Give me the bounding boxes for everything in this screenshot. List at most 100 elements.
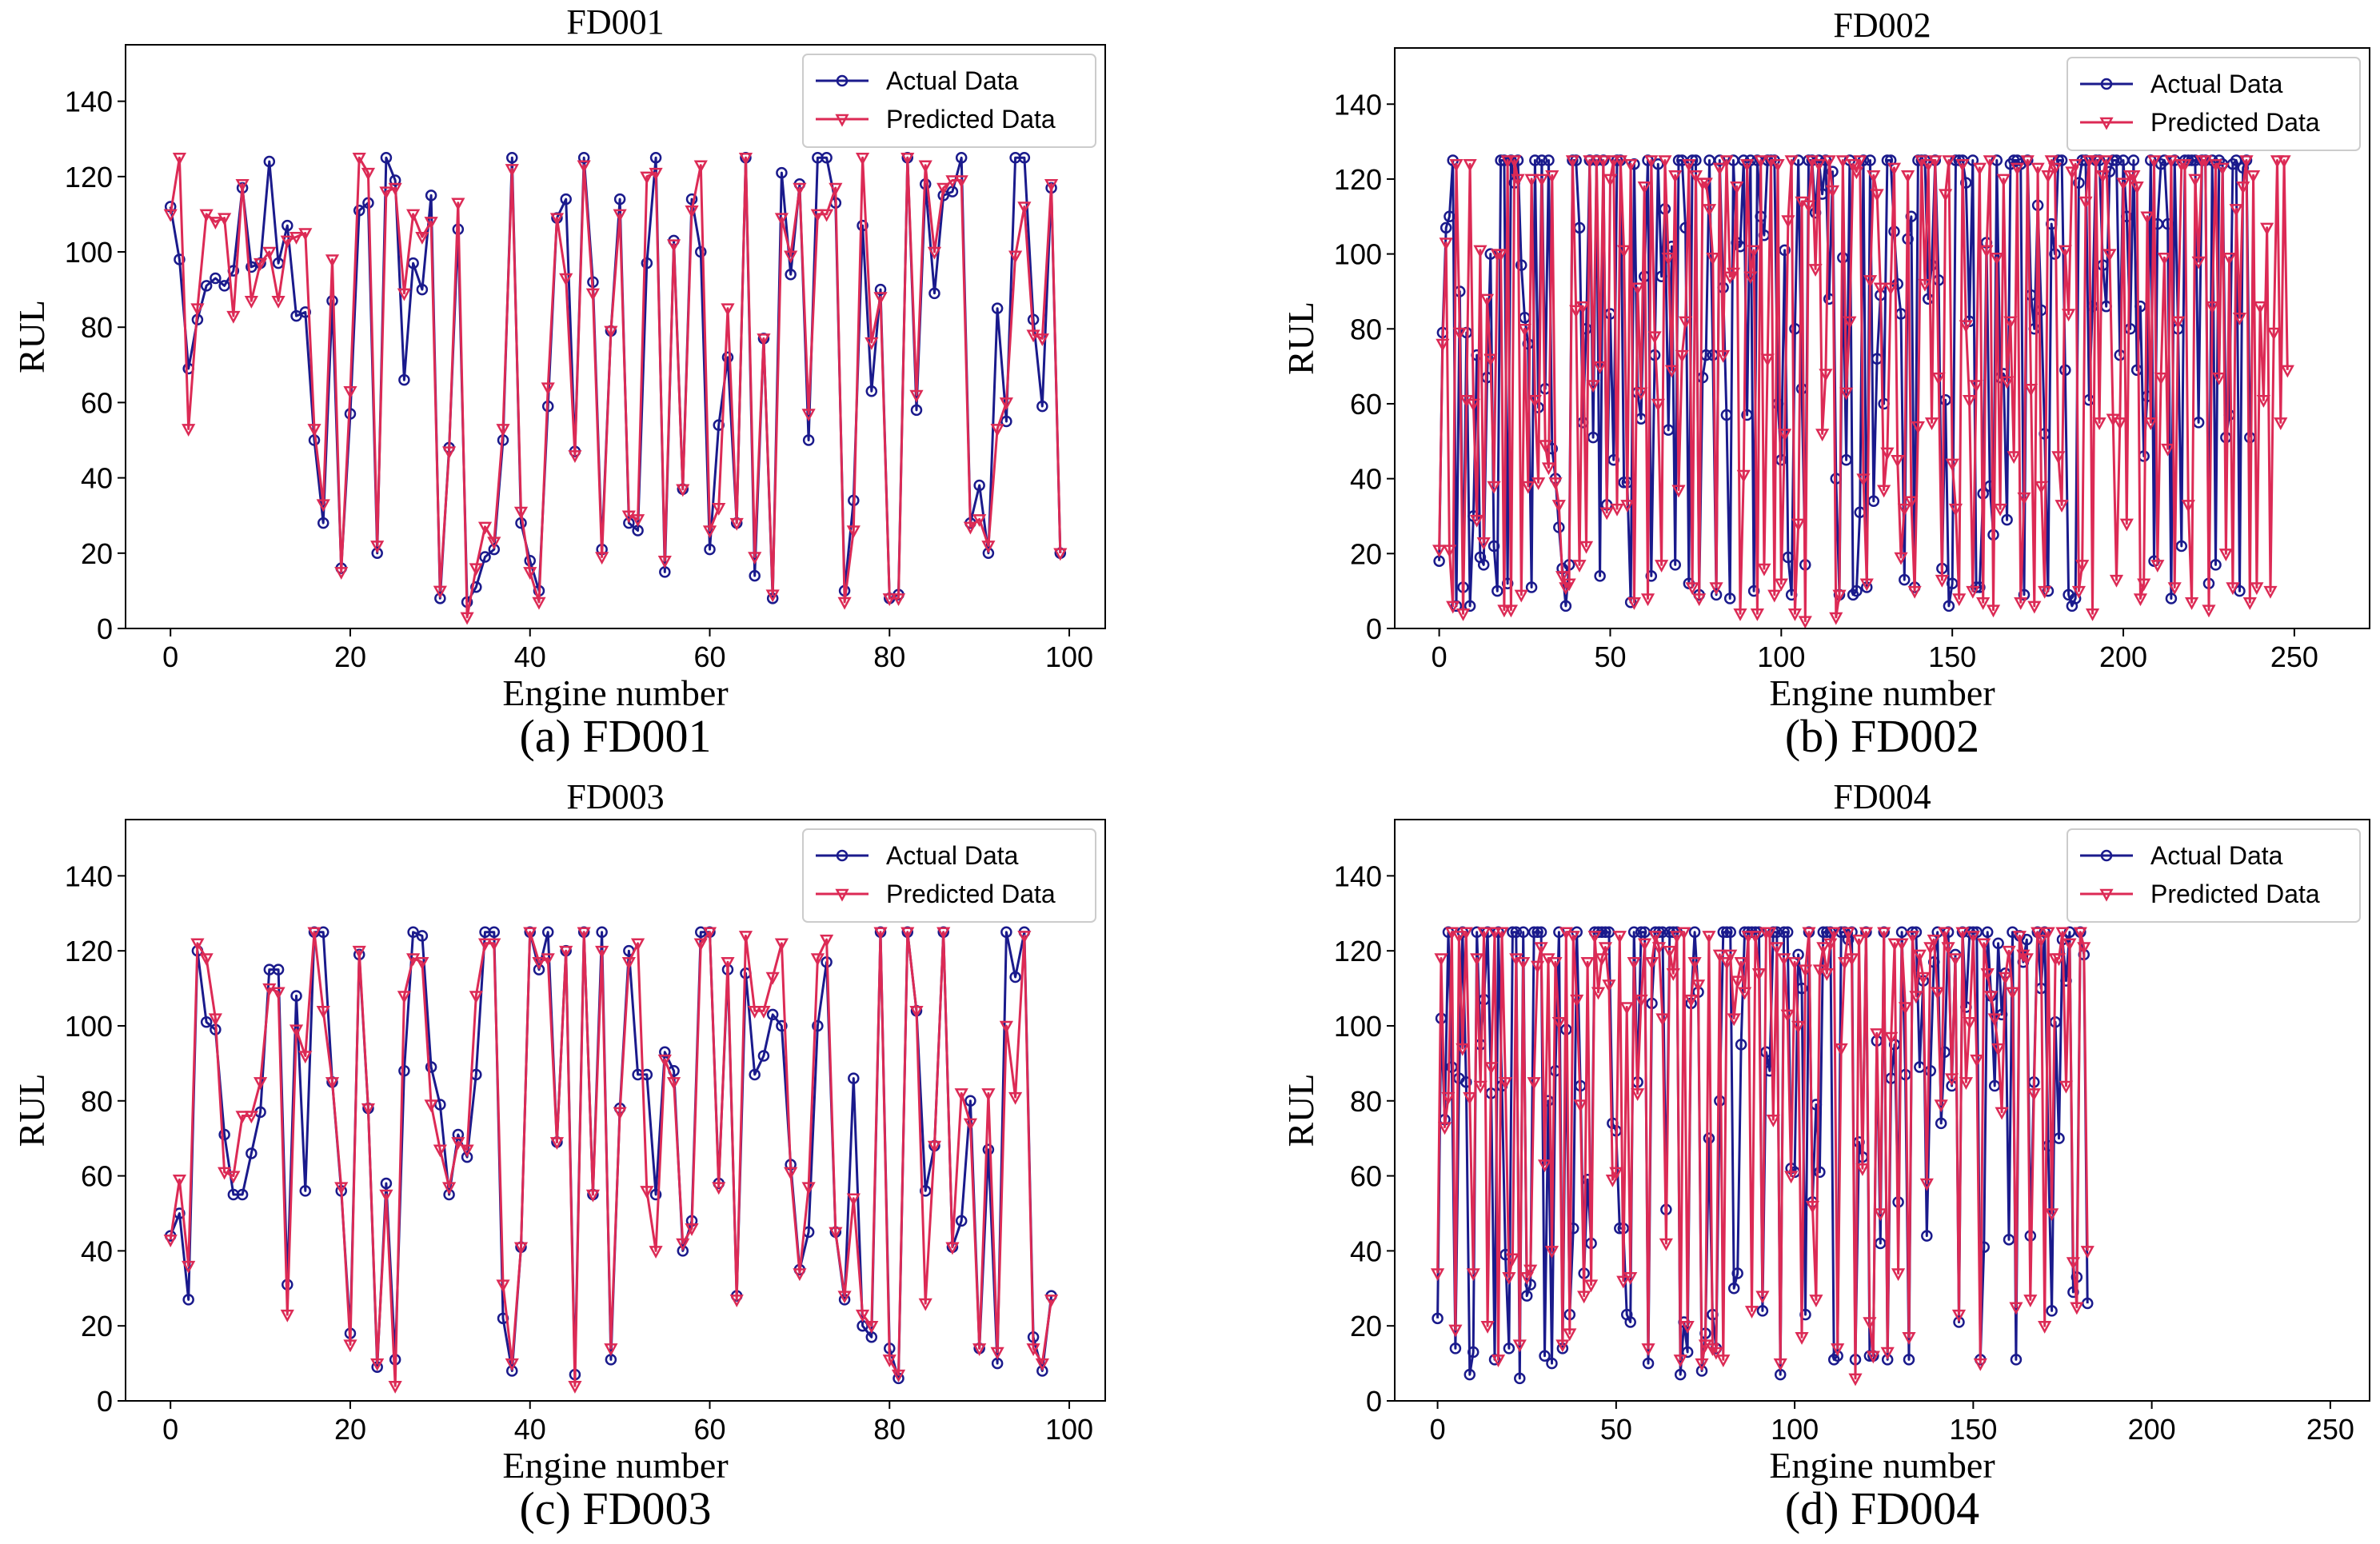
point-predicted-data — [2099, 155, 2114, 169]
point-predicted-data — [2059, 1080, 2074, 1094]
point-predicted-data — [1829, 612, 1843, 625]
point-actual-data — [596, 926, 608, 938]
point-predicted-data — [1484, 1062, 1499, 1075]
point-actual-data — [380, 152, 393, 164]
point-predicted-data — [2038, 1320, 2052, 1334]
point-actual-data — [910, 404, 923, 417]
point-predicted-data — [1605, 1175, 1619, 1187]
point-predicted-data — [2246, 170, 2261, 183]
point-predicted-data — [2154, 372, 2168, 385]
point-predicted-data — [190, 303, 205, 317]
point-predicted-data — [289, 231, 304, 245]
point-predicted-data — [1452, 931, 1466, 944]
point-predicted-data — [226, 310, 241, 324]
point-actual-data — [1627, 926, 1640, 938]
point-predicted-data — [1873, 282, 1887, 296]
axes-frame — [125, 44, 1106, 629]
x-tick-label: 100 — [1757, 640, 1805, 673]
point-actual-data — [1881, 1354, 1894, 1366]
point-actual-data — [1036, 1365, 1048, 1377]
point-predicted-data — [2266, 327, 2281, 341]
point-predicted-data — [2027, 1088, 2041, 1102]
point-predicted-data — [1627, 956, 1641, 970]
point-predicted-data — [1867, 170, 1881, 183]
y-axis-label: RUL — [11, 300, 52, 373]
point-actual-data — [541, 926, 554, 938]
point-predicted-data — [1527, 395, 1542, 408]
point-predicted-data — [235, 1111, 250, 1124]
point-actual-data — [1935, 1117, 1947, 1130]
point-predicted-data — [1634, 387, 1648, 401]
point-predicted-data — [2016, 949, 2031, 963]
point-predicted-data — [990, 424, 1004, 437]
point-predicted-data — [325, 254, 340, 268]
point-predicted-data — [882, 593, 896, 606]
x-tick-label: 100 — [1045, 1413, 1093, 1446]
point-actual-data — [1851, 584, 1863, 597]
point-predicted-data — [1941, 942, 1955, 956]
point-predicted-data — [1719, 155, 1734, 169]
point-actual-data — [1529, 154, 1541, 166]
point-predicted-data — [1986, 604, 2001, 618]
point-predicted-data — [820, 209, 834, 222]
point-predicted-data — [1589, 155, 1603, 169]
legend-marker-actual-data — [2100, 849, 2113, 862]
point-actual-data — [389, 174, 401, 186]
point-predicted-data — [2009, 1302, 2023, 1315]
point-predicted-data — [729, 1295, 744, 1307]
point-predicted-data — [2041, 927, 2055, 940]
point-predicted-data — [1008, 1091, 1023, 1105]
plot-title: FD001 — [566, 2, 664, 42]
point-predicted-data — [1784, 155, 1799, 169]
point-predicted-data — [685, 205, 699, 218]
point-predicted-data — [2270, 155, 2285, 169]
point-predicted-data — [1470, 514, 1484, 528]
y-tick-label: 60 — [81, 386, 113, 419]
point-actual-data — [1507, 926, 1519, 938]
point-predicted-data — [945, 175, 960, 189]
point-predicted-data — [1798, 964, 1813, 978]
point-predicted-data — [1616, 245, 1631, 258]
subplot-caption: (b) FD002 — [1785, 710, 1979, 762]
axes-frame — [1394, 47, 2370, 629]
point-predicted-data — [1730, 182, 1744, 194]
point-actual-data — [425, 190, 437, 201]
point-predicted-data — [936, 182, 951, 196]
point-predicted-data — [2044, 155, 2059, 169]
point-predicted-data — [1970, 1054, 1984, 1067]
point-predicted-data — [325, 1077, 340, 1090]
point-predicted-data — [1952, 593, 1967, 607]
point-predicted-data — [2003, 316, 2018, 329]
point-predicted-data — [846, 1193, 861, 1207]
point-actual-data — [1756, 1305, 1769, 1317]
point-predicted-data — [2170, 316, 2186, 329]
plot-title: FD004 — [1833, 777, 1931, 816]
point-predicted-data — [1587, 931, 1602, 944]
x-tick-label: 100 — [1045, 640, 1093, 673]
point-predicted-data — [1755, 1291, 1770, 1304]
point-predicted-data — [1894, 552, 1908, 565]
point-predicted-data — [2229, 204, 2243, 217]
subplot-fd002: FD002 0 50 100 150 200 250 0 20 40 60 80 100 120 140 En… — [1280, 6, 2370, 762]
y-tick-label: 100 — [1334, 1010, 1382, 1043]
point-predicted-data — [1575, 301, 1590, 314]
point-predicted-data — [1757, 563, 1771, 577]
point-actual-data — [1009, 971, 1021, 983]
point-actual-data — [1669, 559, 1681, 571]
point-predicted-data — [208, 1013, 222, 1027]
point-predicted-data — [1637, 182, 1651, 194]
point-actual-data — [1899, 573, 1911, 586]
point-actual-data — [398, 1065, 410, 1077]
point-predicted-data — [1035, 333, 1049, 346]
y-tick-label: 60 — [81, 1160, 113, 1193]
point-actual-data — [1624, 1316, 1636, 1328]
x-tick-label: 150 — [1949, 1413, 1997, 1446]
point-predicted-data — [1931, 987, 1945, 1000]
point-predicted-data — [1648, 931, 1663, 944]
point-actual-data — [1864, 154, 1876, 166]
point-predicted-data — [1827, 927, 1841, 940]
point-actual-data — [1735, 1039, 1747, 1051]
point-predicted-data — [577, 160, 591, 174]
point-actual-data — [1491, 584, 1503, 597]
point-predicted-data — [585, 1189, 601, 1203]
